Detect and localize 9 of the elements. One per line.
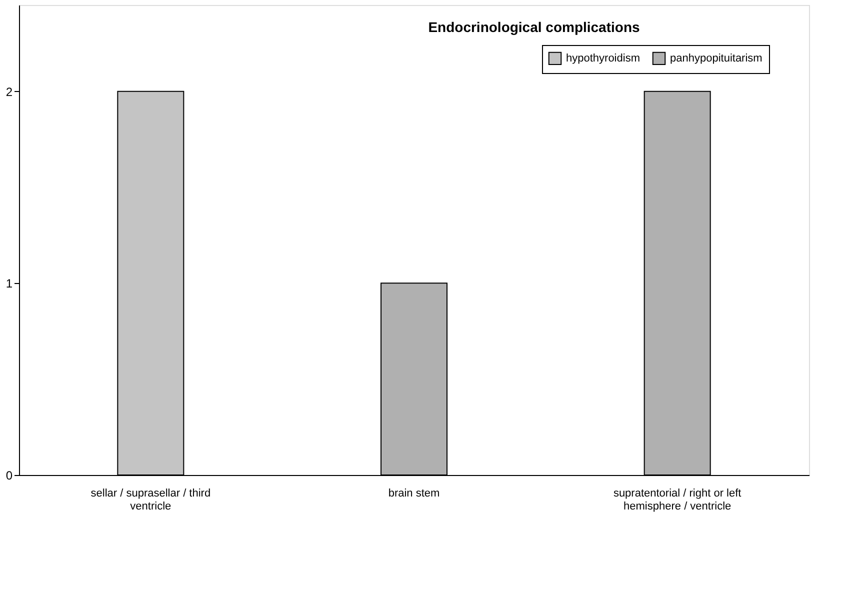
x-tick-label: brain stem — [388, 488, 440, 500]
x-tick-label: supratentorial / right or left hemisphere / ventricle — [613, 488, 742, 512]
x-tick-label: sellar / suprasellar / third ventricle — [90, 488, 211, 512]
y-tick-label: 1 — [6, 276, 13, 291]
y-tick-label: 0 — [6, 468, 13, 482]
y-tick-label: 2 — [6, 84, 13, 99]
legend-label: hypothyroidism — [566, 52, 640, 64]
text: Endocrinological complications — [428, 19, 640, 35]
legend-label: panhypopituitarism — [670, 52, 762, 64]
